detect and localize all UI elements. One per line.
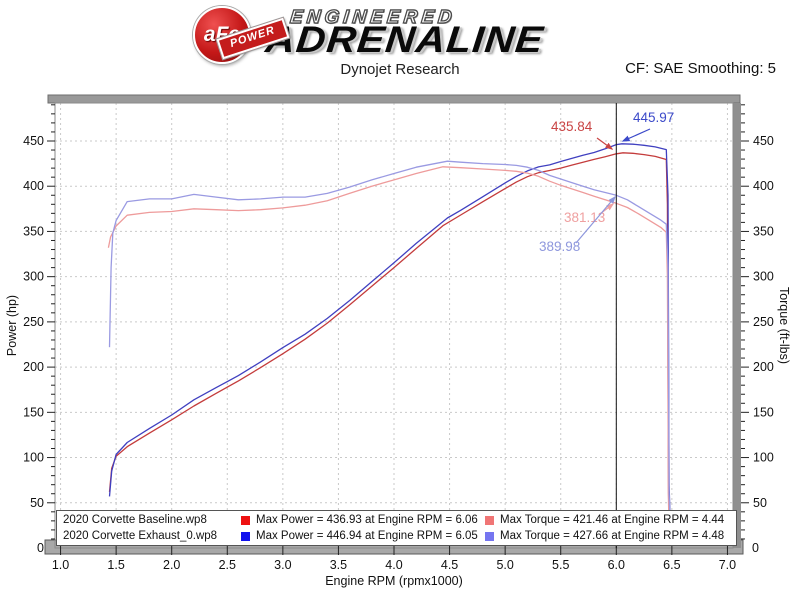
svg-text:350: 350 <box>23 224 44 238</box>
svg-text:0: 0 <box>37 541 44 555</box>
svg-text:6.5: 6.5 <box>663 558 680 572</box>
svg-text:400: 400 <box>753 179 774 193</box>
svg-text:300: 300 <box>23 270 44 284</box>
y-axis-title-right: Torque (ft-lbs) <box>777 287 791 364</box>
svg-text:300: 300 <box>753 270 774 284</box>
svg-text:3.5: 3.5 <box>330 558 347 572</box>
svg-text:4.5: 4.5 <box>441 558 458 572</box>
top-frame-bar <box>47 94 741 104</box>
svg-text:4.0: 4.0 <box>385 558 402 572</box>
annotation-exhaust-power: 445.97 <box>633 110 675 125</box>
max-power-label-baseline: Max Power = 436.93 at Engine RPM = 6.06 <box>256 514 478 526</box>
x-axis-title: Engine RPM (rpmx1000) <box>325 574 463 588</box>
max-power-label-exhaust: Max Power = 446.94 at Engine RPM = 6.05 <box>256 530 478 542</box>
axis-tick-labels: 50 50 100 100 150 150 200 200 250 250 300 300 350 350… <box>23 134 774 572</box>
svg-text:250: 250 <box>23 315 44 329</box>
svg-text:150: 150 <box>753 405 774 419</box>
svg-text:100: 100 <box>23 451 44 465</box>
torque-swatch-exhaust <box>485 531 494 541</box>
svg-text:100: 100 <box>753 451 774 465</box>
svg-text:0: 0 <box>752 541 759 555</box>
svg-text:5.0: 5.0 <box>496 558 513 572</box>
legend-row-baseline[interactable]: 2020 Corvette Baseline.wp8 Max Power = 4… <box>57 512 736 528</box>
legend-box: 2020 Corvette Baseline.wp8 Max Power = 4… <box>56 510 737 546</box>
annotation-baseline-torque: 381.13 <box>564 210 606 225</box>
svg-text:2.0: 2.0 <box>163 558 180 572</box>
series-baseline-power-curve <box>108 152 671 544</box>
engineered-wordmark: ENGINEERED <box>288 6 457 28</box>
gridlines <box>55 103 733 548</box>
legend-row-exhaust[interactable]: 2020 Corvette Exhaust_0.wp8 Max Power = … <box>57 528 736 544</box>
y-axis-title-left: Power (hp) <box>5 295 19 356</box>
svg-text:150: 150 <box>23 405 44 419</box>
svg-text:400: 400 <box>23 179 44 193</box>
svg-text:250: 250 <box>753 315 774 329</box>
svg-text:50: 50 <box>753 496 767 510</box>
svg-text:50: 50 <box>30 496 44 510</box>
max-torque-label-baseline: Max Torque = 421.46 at Engine RPM = 4.44 <box>500 514 725 526</box>
torque-swatch-baseline <box>485 515 494 525</box>
correction-smoothing-label: CF: SAE Smoothing: 5 <box>625 60 776 77</box>
power-swatch-exhaust <box>241 531 250 541</box>
legend-file-name: 2020 Corvette Exhaust_0.wp8 <box>63 530 218 542</box>
svg-text:3.0: 3.0 <box>274 558 291 572</box>
svg-text:2.5: 2.5 <box>219 558 236 572</box>
svg-text:350: 350 <box>753 224 774 238</box>
legend-file-name: 2020 Corvette Baseline.wp8 <box>63 514 207 526</box>
chart-title: Dynojet Research <box>340 61 460 78</box>
svg-text:450: 450 <box>753 134 774 148</box>
svg-text:200: 200 <box>753 360 774 374</box>
svg-text:1.5: 1.5 <box>107 558 124 572</box>
svg-text:6.0: 6.0 <box>608 558 625 572</box>
svg-text:7.0: 7.0 <box>719 558 736 572</box>
svg-text:200: 200 <box>23 360 44 374</box>
svg-text:5.5: 5.5 <box>552 558 569 572</box>
series-baseline-torque-curve <box>107 166 671 544</box>
right-frame-bar <box>733 103 741 548</box>
svg-text:1.0: 1.0 <box>52 558 69 572</box>
annotation-exhaust-torque: 389.98 <box>539 239 581 254</box>
power-swatch-baseline <box>241 515 250 525</box>
series-exhaust-power-curve <box>108 143 672 544</box>
max-torque-label-exhaust: Max Torque = 427.66 at Engine RPM = 4.48 <box>500 530 725 542</box>
svg-text:450: 450 <box>23 134 44 148</box>
series-exhaust-torque-curve <box>108 160 672 544</box>
annotation-baseline-power: 435.84 <box>551 119 593 134</box>
